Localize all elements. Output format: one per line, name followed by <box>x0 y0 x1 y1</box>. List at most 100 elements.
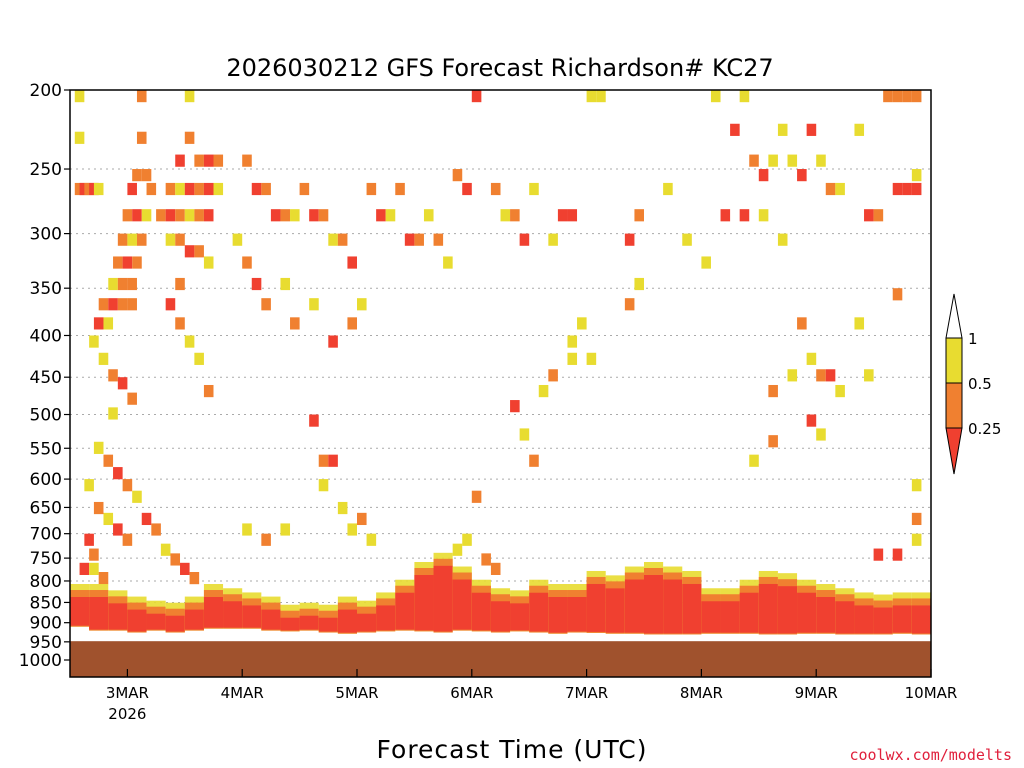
ri-cell <box>132 209 142 222</box>
ri-cell <box>471 490 482 503</box>
band-red <box>682 583 702 634</box>
ri-cell <box>175 209 185 222</box>
ri-cell <box>74 131 85 144</box>
band-red <box>70 597 90 626</box>
ri-cell <box>328 335 338 348</box>
ri-cell <box>538 384 549 398</box>
ri-cell <box>309 298 319 311</box>
ri-cell <box>366 182 377 196</box>
ri-cell <box>720 209 731 222</box>
ri-cell <box>730 123 740 136</box>
ri-cell <box>122 256 133 269</box>
ri-cell <box>113 256 123 269</box>
ri-cell <box>175 182 185 196</box>
y-tick-label-200: 200 <box>30 81 62 101</box>
ri-cell <box>452 543 463 556</box>
band-red <box>548 597 568 633</box>
y-tick-label-600: 600 <box>30 470 62 490</box>
x-tick-label-4MAR: 4MAR <box>221 684 264 702</box>
band-red <box>835 601 855 634</box>
ri-cell <box>414 233 424 246</box>
ri-cell <box>462 533 472 546</box>
y-tick-label-950: 950 <box>30 633 62 653</box>
ri-cell <box>423 209 434 222</box>
y-tick-label-700: 700 <box>30 525 62 545</box>
credit-text: coolwx.com/modelts <box>849 746 1012 764</box>
band-red <box>337 609 357 633</box>
ri-cell <box>787 369 798 382</box>
band-red <box>490 601 511 632</box>
ri-cell <box>232 233 243 246</box>
ri-cell <box>749 154 759 167</box>
ri-cell <box>596 90 606 103</box>
ri-cell <box>911 533 922 546</box>
ri-cell <box>261 298 271 311</box>
ri-cell <box>184 131 195 144</box>
ri-cell <box>854 317 865 330</box>
ri-cell <box>280 277 291 291</box>
band-red <box>644 575 664 634</box>
ri-cell <box>103 454 114 467</box>
x-axis-ticks: 3MAR 2026 4MAR 5MAR 6MAR 7MAR 8MAR 9MAR 10MAR <box>106 669 957 723</box>
ri-cell <box>136 90 147 103</box>
colorbar-label-1: 1 <box>968 330 978 348</box>
ri-cell <box>328 233 338 246</box>
ri-cell <box>357 512 367 526</box>
ri-cell <box>347 256 357 269</box>
ri-cell <box>309 209 319 222</box>
ri-cell <box>682 233 692 246</box>
band-red <box>701 601 721 633</box>
ri-cell <box>93 501 104 515</box>
band-red <box>510 603 530 631</box>
ri-cell <box>577 317 587 330</box>
y-tick-label-800: 800 <box>30 572 62 592</box>
y-axis-ticks: 200 250 300 350 400 450 500 550 600 650 700 750 8008… <box>19 81 70 671</box>
ri-cell <box>194 245 204 258</box>
ri-cell <box>213 182 224 196</box>
ri-cell <box>797 169 807 182</box>
ri-cell <box>132 490 142 503</box>
ri-cell <box>93 317 104 330</box>
y-tick-label-250: 250 <box>30 160 62 180</box>
ri-cell <box>806 414 817 427</box>
ri-cell <box>280 523 291 536</box>
ri-cell <box>318 209 329 222</box>
ri-cell <box>175 277 185 291</box>
ri-cell <box>122 479 133 492</box>
x-axis-title: Forecast Time (UTC) <box>377 735 648 764</box>
colorbar-label-0.25: 0.25 <box>968 420 1001 438</box>
richardson-cells <box>74 90 922 585</box>
band-red <box>892 605 912 633</box>
ri-cell <box>117 298 128 311</box>
ri-cell <box>452 169 463 182</box>
ri-cell <box>122 209 133 222</box>
ri-cell <box>180 562 190 575</box>
band-red <box>223 601 243 628</box>
ri-cell <box>103 317 114 330</box>
ri-cell <box>318 454 329 467</box>
ri-cell <box>777 233 788 246</box>
band-red <box>108 603 128 630</box>
colorbar-top-triangle <box>945 293 963 339</box>
band-red <box>318 617 338 632</box>
ri-cell <box>141 209 152 222</box>
ri-cell <box>816 428 826 441</box>
ri-cell <box>280 209 291 222</box>
ri-cell <box>251 277 262 291</box>
band-red <box>376 605 396 631</box>
ri-cell <box>117 277 128 291</box>
ri-cell <box>141 169 152 182</box>
ri-cell <box>806 352 817 365</box>
band-red <box>854 605 874 634</box>
ri-cell <box>194 182 204 196</box>
ri-cell <box>586 352 597 365</box>
y-tick-label-1000: 1000 <box>19 651 62 671</box>
ri-cell <box>165 209 176 222</box>
ri-cell <box>261 182 271 196</box>
ri-cell <box>194 154 204 167</box>
y-tick-label-650: 650 <box>30 498 62 518</box>
ri-cell <box>404 233 415 246</box>
ri-cell <box>567 335 578 348</box>
ri-cell <box>758 209 769 222</box>
ri-cell <box>567 352 578 365</box>
